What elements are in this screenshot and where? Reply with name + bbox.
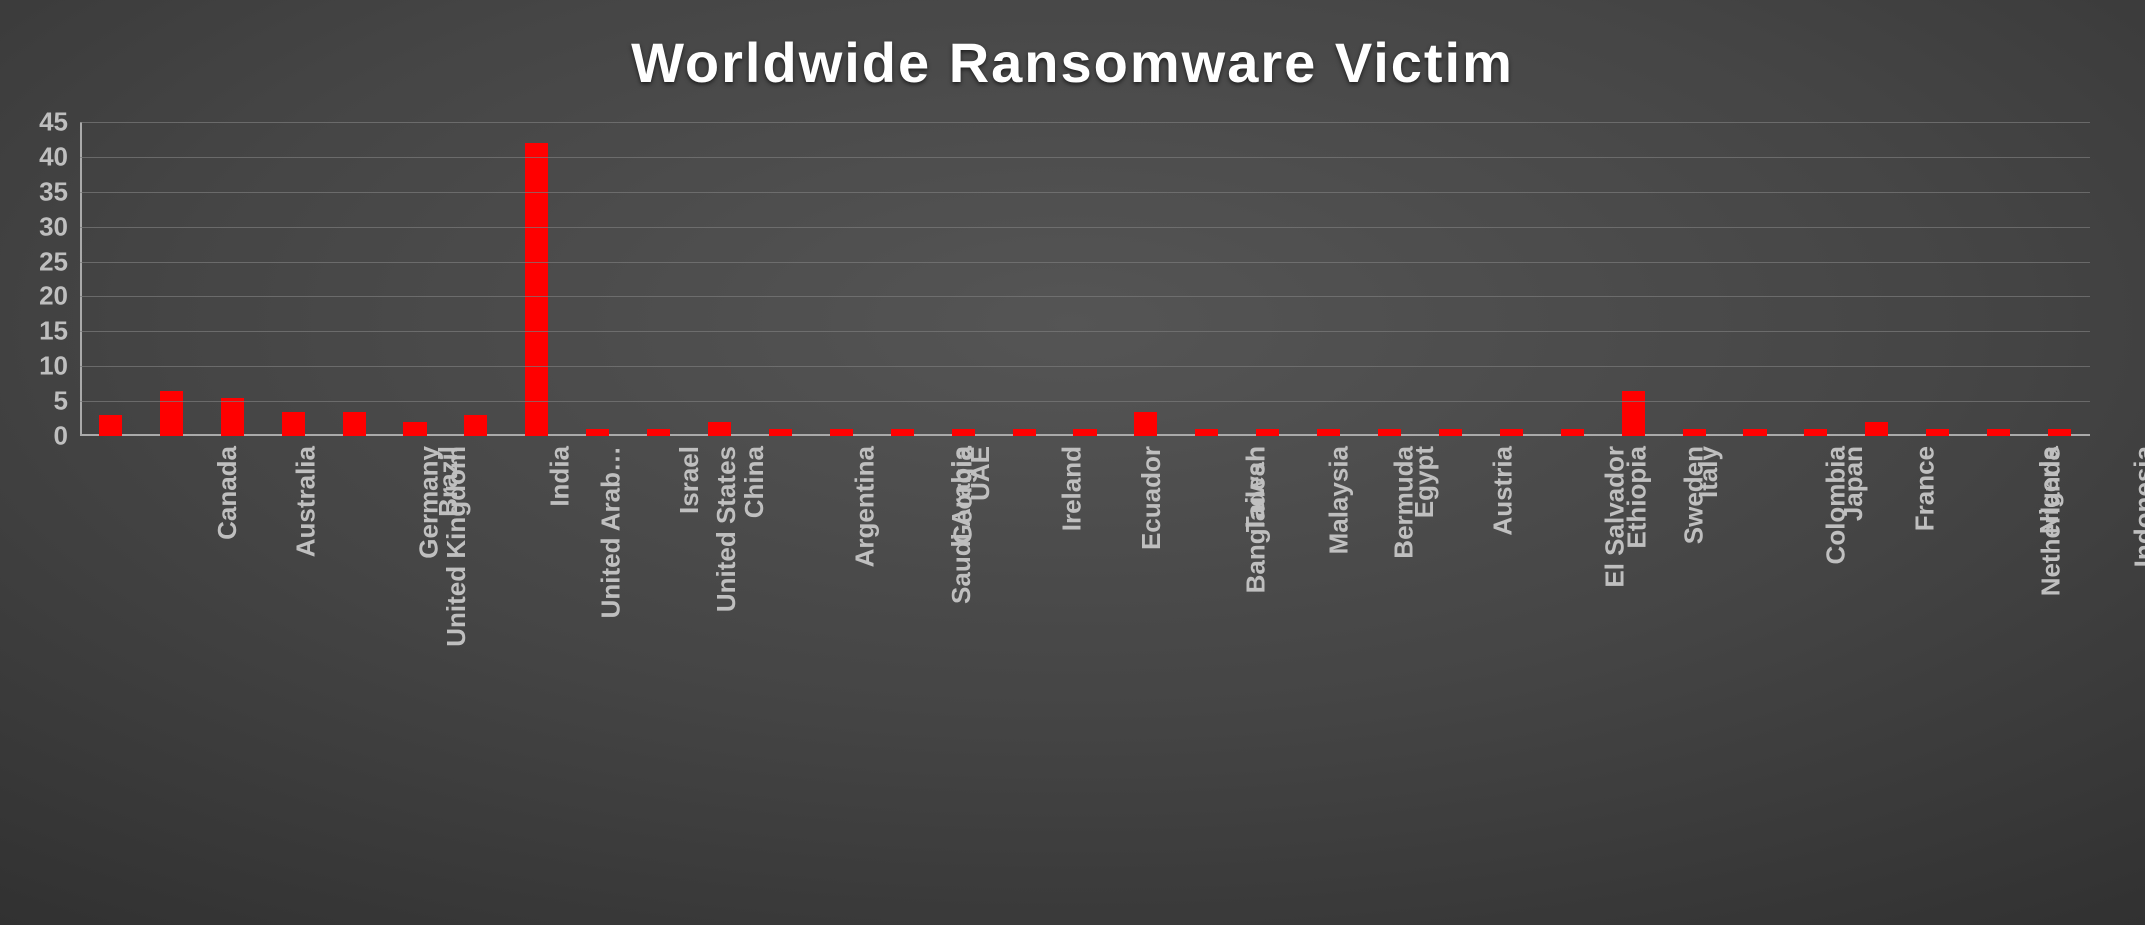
y-tick-label: 35 [39,176,80,207]
bar [1987,429,2010,436]
gridline [80,192,2090,193]
bar [891,429,914,436]
bar [1743,429,1766,436]
x-tick-label: Nigeria [2034,446,2065,534]
bar [1317,429,1340,436]
gridline [80,401,2090,402]
bar [1134,412,1157,436]
bar [1073,429,1096,436]
bar [99,415,122,436]
bar [1256,429,1279,436]
x-tick-label: UAE [965,446,996,501]
bar [525,143,548,436]
x-tick-label: Japan [1838,446,1869,521]
y-tick-label: 40 [39,141,80,172]
chart-canvas: Worldwide Ransomware Victim 051015202530… [0,0,2145,925]
bar [403,422,426,436]
gridline [80,296,2090,297]
plot-area: 051015202530354045CanadaAustraliaUnited … [80,122,2090,436]
bar [1500,429,1523,436]
bar [160,391,183,436]
x-tick-label: Austria [1487,446,1518,536]
bar [282,412,305,436]
bar [708,422,731,436]
bar [2048,429,2071,436]
x-tick-label: France [1909,446,1940,531]
bar [1683,429,1706,436]
y-tick-label: 25 [39,246,80,277]
bar [1561,429,1584,436]
y-tick-label: 5 [54,386,80,417]
y-tick-label: 15 [39,316,80,347]
x-tick-label: Italy [1693,446,1724,498]
x-tick-label: India [545,446,576,507]
x-tick-label: Indonesia [2128,446,2145,567]
x-tick-label: Taiwan [1240,446,1271,532]
bar [830,429,853,436]
bar [769,429,792,436]
x-tick-label: China [739,446,770,518]
x-tick-label: Egypt [1409,446,1440,518]
gridline [80,262,2090,263]
bar [1926,429,1949,436]
bar [647,429,670,436]
x-tick-label: Canada [212,446,243,540]
bar [1622,391,1645,436]
y-tick-label: 30 [39,211,80,242]
bar [1195,429,1218,436]
y-tick-label: 10 [39,351,80,382]
x-tick-label: Argentina [849,446,880,567]
x-tick-label: Brazil [433,446,464,517]
gridline [80,331,2090,332]
y-tick-label: 45 [39,107,80,138]
gridline [80,157,2090,158]
bar [464,415,487,436]
x-tick-label: Ecuador [1136,446,1167,550]
bars-layer [80,122,2090,436]
bar [1013,429,1036,436]
bar [1378,429,1401,436]
bar [1804,429,1827,436]
x-tick-label: United States [711,446,742,612]
x-tick-label: Malaysia [1323,446,1354,554]
gridline [80,366,2090,367]
bar [221,398,244,436]
y-tick-label: 20 [39,281,80,312]
bar [1439,429,1462,436]
x-tick-label: Ireland [1056,446,1087,531]
x-tick-label: Israel [674,446,705,514]
bar [1865,422,1888,436]
x-tick-label: Australia [291,446,322,557]
bar [343,412,366,436]
gridline [80,122,2090,123]
bar [586,429,609,436]
x-tick-label: Ethiopia [1622,446,1653,549]
y-tick-label: 0 [54,421,80,452]
chart-title: Worldwide Ransomware Victim [0,30,2145,95]
x-tick-label: United Arab… [595,446,626,618]
bar [952,429,975,436]
gridline [80,227,2090,228]
